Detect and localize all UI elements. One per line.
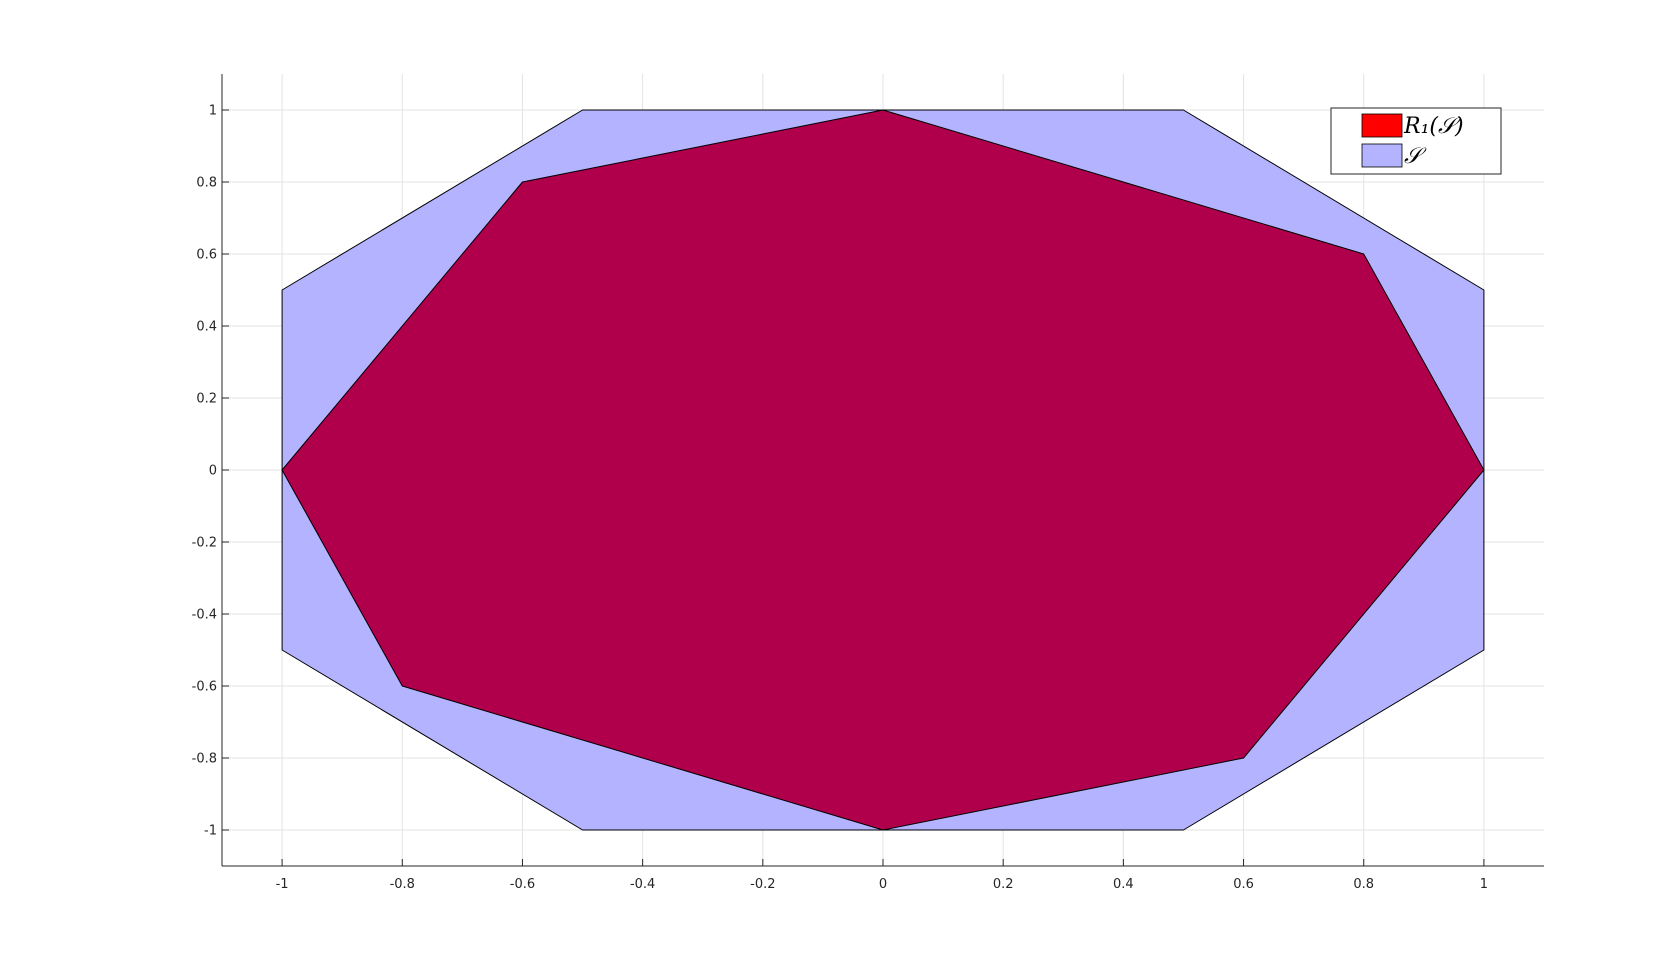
x-tick-label: -0.2 bbox=[750, 877, 775, 892]
series-layer bbox=[281, 109, 1485, 831]
legend: R₁(𝒮) 𝒮 bbox=[1330, 107, 1502, 175]
polygon-r1s bbox=[281, 109, 1485, 831]
x-tick-label: 0.6 bbox=[1233, 877, 1254, 892]
y-tick-label: -1 bbox=[204, 824, 217, 839]
y-tick-label: 0.2 bbox=[196, 392, 217, 407]
legend-box bbox=[1330, 107, 1502, 175]
y-tick-label: 0.8 bbox=[196, 176, 217, 191]
y-tick-label: 0.6 bbox=[196, 248, 217, 263]
x-tick-labels: -1 -0.8 -0.6 -0.4 -0.2 0 0.2 0.4 0.6 0.8 1 bbox=[276, 877, 1488, 892]
x-tick-label: -0.6 bbox=[510, 877, 535, 892]
x-tick-label: -0.4 bbox=[630, 877, 655, 892]
y-tick-label: 1 bbox=[209, 104, 217, 119]
y-tick-label: 0.4 bbox=[196, 320, 217, 335]
axes bbox=[221, 74, 1544, 867]
y-tick-label: 0 bbox=[209, 464, 217, 479]
x-tick-label: 0.4 bbox=[1113, 877, 1134, 892]
x-tick-label: 0.2 bbox=[993, 877, 1014, 892]
legend-label-r1: R₁(𝒮) bbox=[1403, 114, 1464, 139]
x-tick-label: 1 bbox=[1480, 877, 1488, 892]
x-tick-label: 0 bbox=[879, 877, 887, 892]
y-tick-label: -0.8 bbox=[192, 752, 217, 767]
y-tick-label: -0.6 bbox=[192, 680, 217, 695]
y-tick-label: -0.4 bbox=[192, 608, 217, 623]
y-tick-labels: -1 -0.8 -0.6 -0.4 -0.2 0 0.2 0.4 0.6 0.8 1 bbox=[192, 104, 217, 839]
y-tick-label: -0.2 bbox=[192, 536, 217, 551]
x-tick-label: -1 bbox=[276, 877, 289, 892]
x-tick-label: -0.8 bbox=[390, 877, 415, 892]
legend-swatch-r1 bbox=[1361, 113, 1403, 138]
x-tick-label: 0.8 bbox=[1353, 877, 1374, 892]
legend-swatch-s bbox=[1361, 143, 1403, 168]
